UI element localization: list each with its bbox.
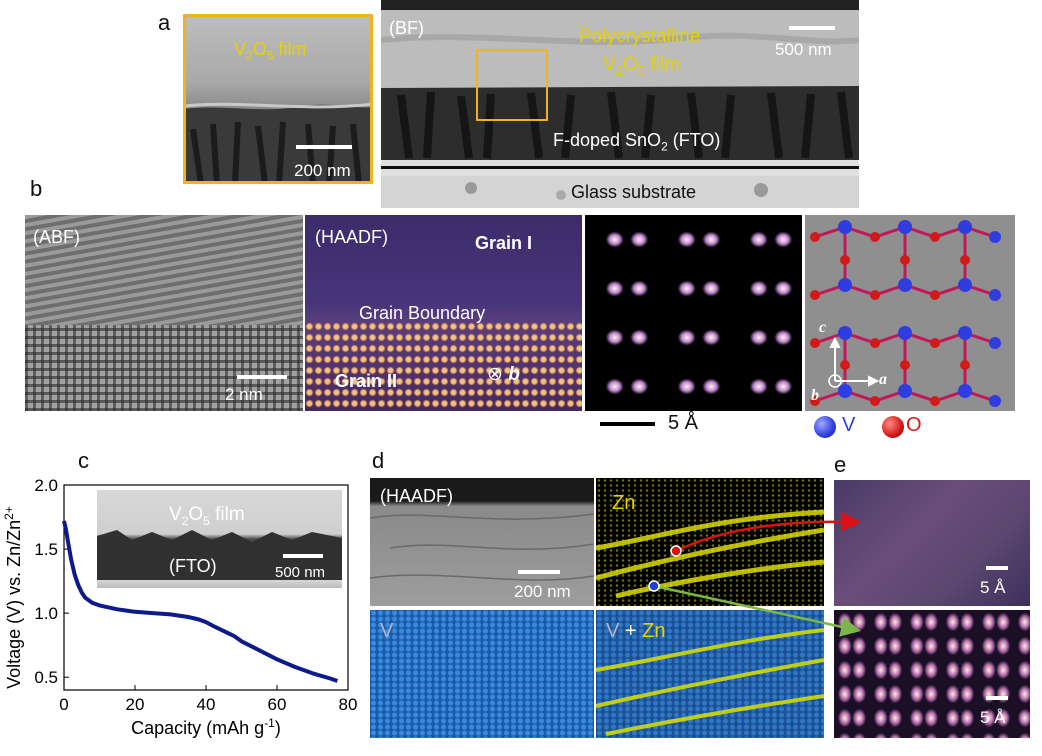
bf-scale-label: 500 nm	[775, 40, 832, 59]
y-tick-label: 1.5	[34, 540, 58, 559]
zn-poor-point-blue	[648, 580, 660, 592]
chart-inset-scale-label: 500 nm	[275, 564, 326, 581]
e-bottom-scale-bar	[986, 696, 1008, 700]
vzn-overlay-label: V + Zn	[606, 620, 666, 642]
vzn-overlay-image: V + Zn	[596, 610, 824, 738]
vanadium-atom-icon	[814, 416, 836, 438]
e-top-scale-label: 5 Å	[980, 578, 1006, 597]
chart-inset-scale-bar	[283, 554, 323, 558]
v2o5-film-label: V2O5 film	[603, 54, 680, 78]
inset-scale-bar	[296, 145, 352, 149]
e-top-scale-bar	[986, 566, 1008, 570]
grain-i-label: Grain I	[475, 233, 533, 253]
oxygen-atom-icon	[882, 416, 904, 438]
legend-o-label: O	[906, 414, 922, 436]
abf-scale-bar	[237, 375, 287, 379]
grain-boundary-label: Grain Boundary	[359, 303, 486, 323]
atomic-resolution-image	[585, 215, 802, 411]
panel-letter-d: d	[372, 448, 385, 473]
inset-film-label: V2O5 film	[234, 39, 307, 63]
bf-scale-bar	[789, 26, 835, 30]
zn-rich-point-red	[670, 545, 682, 557]
x-tick-label: 60	[268, 695, 287, 714]
e-lattice-image: 5 Å	[834, 610, 1030, 738]
e-grain-boundary-image: 5 Å	[834, 480, 1030, 606]
bf-mode-label: (BF)	[389, 18, 424, 38]
e-bottom-scale-label: 5 Å	[980, 708, 1006, 727]
v-map-label: V	[380, 620, 394, 642]
d-scale-bar	[518, 570, 560, 574]
chart-inset-image: V2O5 film (FTO) 500 nm	[97, 490, 342, 588]
y-tick-label: 1.0	[34, 604, 58, 623]
x-tick-label: 20	[126, 695, 145, 714]
glass-substrate-label: Glass substrate	[571, 182, 697, 202]
crystal-structure-model: c a b	[805, 215, 1015, 411]
grain-ii-label: Grain II	[335, 371, 398, 391]
y-axis-label: Voltage (V) vs. Zn/Zn2+	[2, 506, 24, 689]
haadf-mode-label: (HAADF)	[315, 227, 388, 247]
chart-inset-film-label: V2O5 film	[169, 504, 245, 528]
zone-axis-b-label: ⊗ b	[487, 364, 520, 385]
discharge-curve	[62, 520, 339, 683]
v-map-image: V	[370, 610, 594, 738]
panel-letter-e: e	[834, 452, 847, 477]
haadf-image: (HAADF) Grain I Grain Boundary Grain II …	[305, 215, 582, 411]
atomic-scale-bar	[600, 422, 655, 426]
x-tick-label: 80	[339, 695, 358, 714]
y-tick-label: 2.0	[34, 476, 58, 495]
x-tick-label: 40	[197, 695, 216, 714]
fto-label: F-doped SnO2 (FTO)	[553, 130, 721, 154]
panel-letter-a: a	[158, 10, 171, 35]
x-axis-label: Capacity (mAh g-1)	[131, 716, 281, 738]
abf-mode-label: (ABF)	[33, 227, 80, 247]
panel-letter-c: c	[78, 448, 89, 473]
abf-scale-label: 2 nm	[225, 385, 263, 404]
legend-v-label: V	[842, 414, 856, 436]
d-haadf-image: (HAADF) 200 nm	[370, 478, 594, 606]
zn-map-label: Zn	[612, 492, 636, 514]
bf-inset-image: V2O5 film 200 nm	[183, 14, 373, 184]
y-tick-label: 0.5	[34, 668, 58, 687]
axis-b-label: b	[811, 387, 819, 404]
d-haadf-label: (HAADF)	[380, 486, 453, 506]
bf-cross-section-image: (BF) Polycrystalline V2O5 film 500 nm F-…	[381, 0, 859, 208]
inset-scale-label: 200 nm	[294, 161, 351, 180]
x-tick-label: 0	[59, 695, 68, 714]
atomic-scale-label: 5 Å	[668, 412, 699, 434]
abf-image: (ABF) 2 nm	[25, 215, 303, 411]
axis-c-label: c	[819, 319, 827, 336]
panel-letter-b: b	[30, 176, 43, 201]
zn-map-image: Zn	[596, 478, 824, 606]
chart-inset-fto-label: (FTO)	[169, 556, 217, 576]
axis-a-label: a	[879, 371, 887, 388]
d-scale-label: 200 nm	[514, 582, 571, 601]
polycrystalline-label: Polycrystalline	[579, 26, 701, 47]
discharge-chart: 0 20 40 60 80 0.5 1.0 1.5 2.0 Capacity (mAh g-1) V…	[2, 476, 358, 738]
